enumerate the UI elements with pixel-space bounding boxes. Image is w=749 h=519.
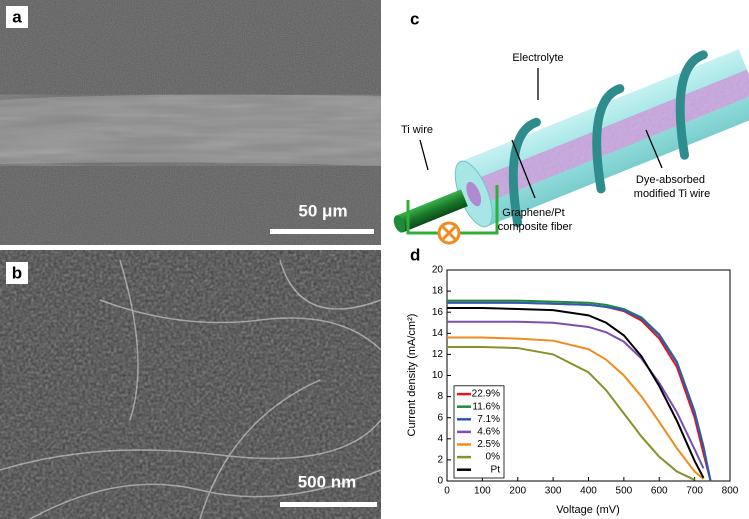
label-electrolyte: Electrolyte — [512, 52, 563, 64]
y-tick-label: 20 — [432, 265, 444, 276]
sem-texture — [0, 250, 381, 519]
y-tick-label: 8 — [437, 391, 443, 402]
scale-bar — [270, 229, 374, 234]
x-axis-label: Voltage (mV) — [556, 504, 620, 516]
legend-label: 7.1% — [477, 414, 500, 425]
ti-wire — [396, 189, 468, 233]
ti-wire-end — [393, 215, 406, 233]
legend-label: 0% — [486, 452, 501, 463]
panel-label: a — [12, 7, 22, 26]
label-ti-wire: Ti wire — [401, 124, 433, 136]
nanofibers — [0, 259, 382, 519]
x-tick-label: 400 — [580, 486, 597, 497]
series-line — [447, 306, 705, 479]
legend-label: 4.6% — [477, 427, 500, 438]
series-line — [447, 301, 712, 482]
y-axis-label: Current density (mA/cm²) — [406, 314, 418, 437]
y-tick-label: 18 — [432, 286, 444, 297]
panel-label-box — [6, 262, 28, 284]
x-tick-label: 700 — [686, 486, 703, 497]
series-line — [447, 336, 705, 480]
legend-label: 22.9% — [472, 389, 500, 400]
text-line: Graphene/Pt — [502, 207, 564, 219]
text-line: modified Ti wire — [634, 188, 710, 200]
panel-b: b 500 nm — [0, 250, 382, 519]
label-fiber: Graphene/Pt composite fiber — [498, 207, 573, 233]
scale-bar-label: 50 μm — [298, 201, 347, 220]
series-line — [447, 320, 705, 469]
text-line: composite fiber — [498, 221, 573, 233]
y-tick-label: 16 — [432, 307, 444, 318]
y-tick-label: 14 — [432, 328, 444, 339]
fiber-texture — [0, 94, 381, 166]
label-dye-wire: Dye-absorbed modified Ti wire — [634, 174, 710, 200]
x-tick-label: 100 — [474, 486, 491, 497]
series-line — [447, 346, 696, 481]
panel-label: d — [410, 245, 420, 264]
y-tick-label: 4 — [437, 433, 443, 444]
cell-diagram — [393, 49, 749, 233]
y-tick-label: 6 — [437, 412, 443, 423]
x-tick-label: 800 — [722, 486, 739, 497]
y-tick-label: 10 — [432, 370, 444, 381]
spiral-fiber — [508, 50, 708, 228]
legend-label: Pt — [491, 464, 501, 475]
dye-layer — [468, 69, 749, 207]
scale-bar — [280, 502, 377, 507]
x-tick-label: 500 — [616, 486, 633, 497]
y-tick-label: 12 — [432, 349, 444, 360]
callouts — [419, 68, 663, 199]
y-tick-label: 0 — [437, 476, 443, 487]
text-line: Dye-absorbed — [636, 174, 705, 186]
panel-c: c Electrolyte Ti wir — [393, 9, 749, 245]
x-tick-label: 0 — [444, 486, 450, 497]
panel-label: c — [410, 9, 419, 28]
load-cross — [441, 225, 457, 241]
y-tick-label: 2 — [437, 455, 443, 466]
scale-bar-label: 500 nm — [298, 472, 357, 491]
core-end — [466, 181, 482, 207]
x-tick-label: 300 — [545, 486, 562, 497]
panel-label: b — [12, 263, 22, 282]
circuit — [406, 185, 499, 235]
legend-label: 11.6% — [472, 401, 500, 412]
panel-label-box — [6, 6, 28, 28]
panel-d: d Voltage (mV) Current density (mA/cm²) … — [406, 245, 739, 515]
panel-a: a 50 μm — [0, 0, 381, 245]
x-tick-label: 200 — [509, 486, 526, 497]
legend: 22.9%11.6% 7.1% 4.6%2.5% 0%Pt — [453, 385, 505, 479]
legend-label: 2.5% — [477, 439, 500, 450]
x-tick-label: 600 — [651, 486, 668, 497]
